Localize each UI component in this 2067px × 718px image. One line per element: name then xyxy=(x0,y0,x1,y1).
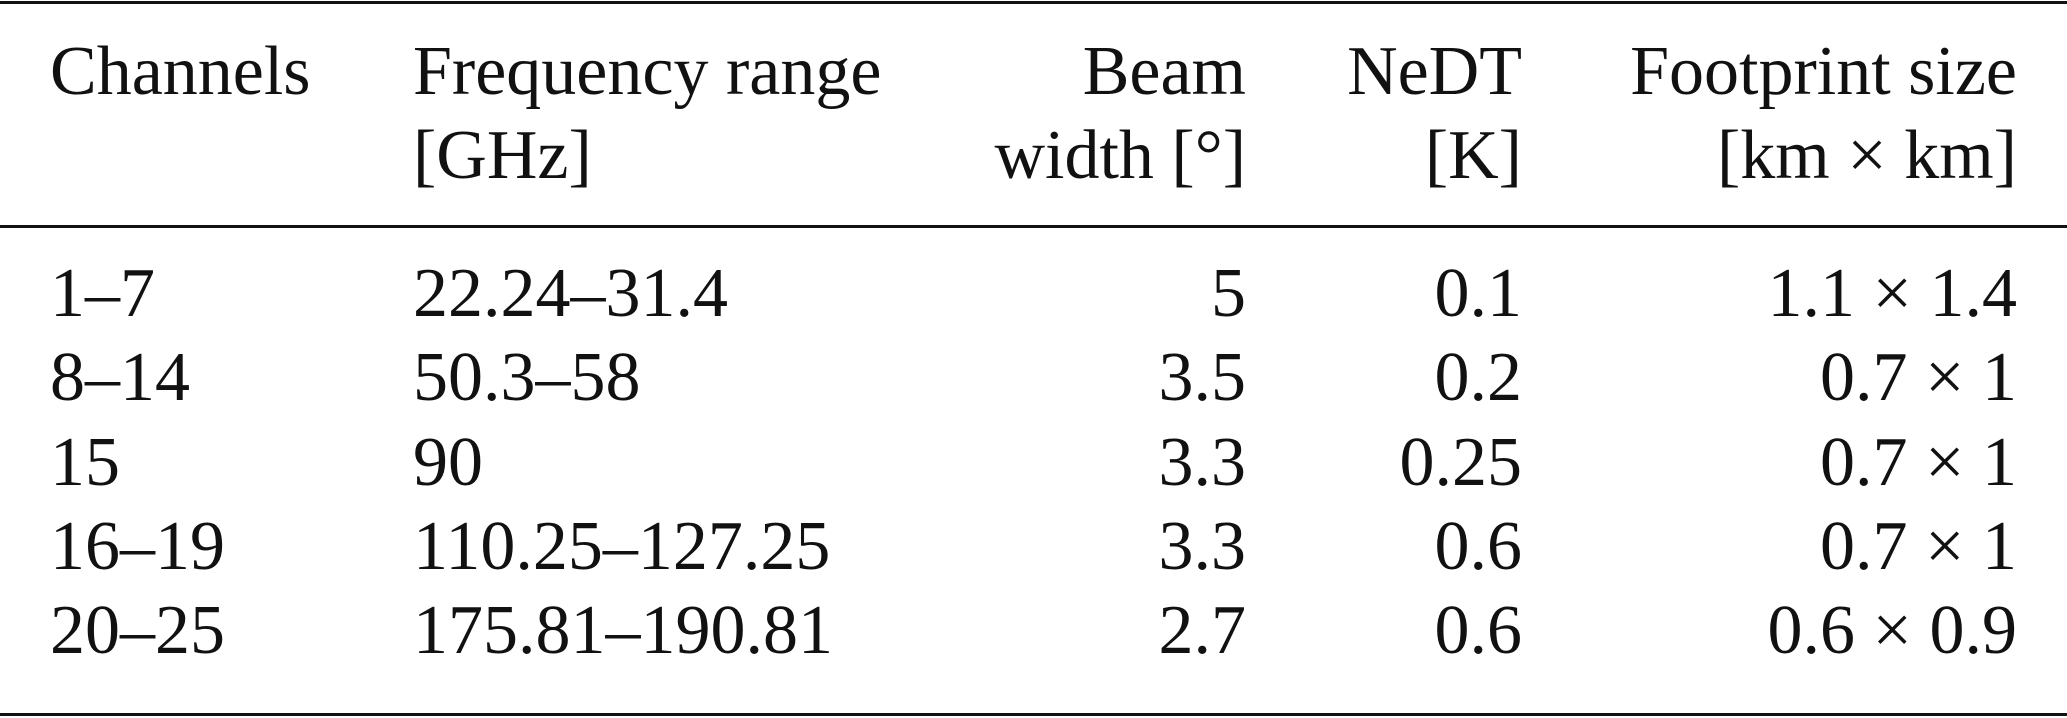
table-cell: 0.7 × 1 xyxy=(1820,339,2017,417)
column-header: Beam xyxy=(1082,33,1246,110)
table-cell: 0.1 xyxy=(1434,255,1523,332)
column-header: width [°] xyxy=(994,117,1246,194)
header-rule xyxy=(0,225,2067,228)
table-cell: 0.7 × 1 xyxy=(1820,423,2017,501)
bottom-rule xyxy=(0,713,2067,716)
table-cell: 15 xyxy=(50,423,120,501)
column-header: Footprint size xyxy=(1630,33,2017,110)
table-cell: 2.7 xyxy=(1158,592,1247,670)
table-cell: 3.3 xyxy=(1158,507,1247,585)
table-cell: 3.5 xyxy=(1158,339,1247,417)
table-cell: 110.25–127.25 xyxy=(413,507,831,585)
column-header: Frequency range xyxy=(413,33,882,110)
table-cell: 1.1 × 1.4 xyxy=(1767,255,2017,332)
table-cell: 50.3–58 xyxy=(413,339,641,417)
table-cell: 0.7 × 1 xyxy=(1820,507,2017,585)
table-cell: 0.6 xyxy=(1434,507,1523,585)
column-header: [km × km] xyxy=(1717,117,2017,194)
table-cell: 0.6 xyxy=(1434,592,1523,670)
table-cell: 175.81–190.81 xyxy=(413,592,833,670)
column-header: Channels xyxy=(50,33,311,110)
table-cell: 90 xyxy=(413,423,483,501)
table-cell: 0.25 xyxy=(1399,423,1523,501)
table-cell: 22.24–31.4 xyxy=(413,255,728,332)
table-cell: 0.2 xyxy=(1434,339,1523,417)
top-rule xyxy=(0,1,2067,4)
table-cell: 16–19 xyxy=(50,507,225,585)
table-cell: 0.6 × 0.9 xyxy=(1767,592,2017,670)
table-cell: 20–25 xyxy=(50,592,225,670)
table-cell: 3.3 xyxy=(1158,423,1247,501)
table-cell: 8–14 xyxy=(50,339,190,417)
column-header: [K] xyxy=(1424,117,1522,194)
column-header: [GHz] xyxy=(413,117,592,194)
column-header: NeDT xyxy=(1347,33,1522,110)
table-cell: 1–7 xyxy=(50,255,155,332)
table-cell: 5 xyxy=(1211,255,1246,332)
